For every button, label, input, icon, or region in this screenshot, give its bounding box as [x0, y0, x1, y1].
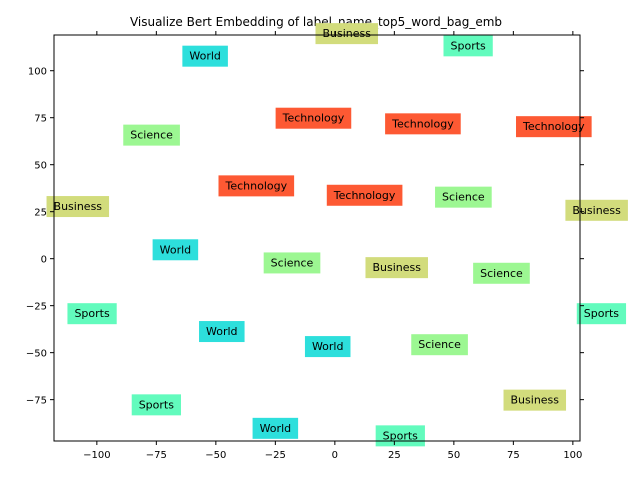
- point-label: Business: [54, 200, 103, 213]
- x-tick-label: 50: [447, 450, 460, 461]
- point-box: [365, 257, 428, 279]
- y-tick-label: −75: [26, 396, 47, 407]
- point-label: Sports: [139, 398, 175, 411]
- x-tick-label: 100: [563, 450, 582, 461]
- point-box: [435, 186, 492, 208]
- point-label: Science: [418, 338, 461, 351]
- point-label: World: [260, 422, 292, 435]
- point-box: [473, 262, 530, 284]
- point-label: Science: [442, 191, 485, 204]
- y-tick-label: −50: [26, 349, 47, 360]
- point-business-12: Business: [565, 199, 628, 221]
- point-box: [199, 321, 245, 343]
- point-label: Sports: [451, 39, 487, 52]
- x-axis-ticks: −100 −75 −50 −25 0 25 50 75 100: [83, 31, 582, 461]
- y-tick-label: 100: [28, 67, 47, 78]
- point-world-2: World: [199, 321, 245, 343]
- point-sports-7: Sports: [131, 394, 181, 416]
- point-sports-9: Sports: [375, 425, 425, 447]
- point-label: World: [189, 50, 221, 63]
- x-tick-label: −100: [83, 450, 110, 461]
- point-sports-5: Sports: [443, 35, 493, 57]
- point-business-10: Business: [315, 23, 379, 45]
- y-tick-label: 50: [34, 161, 47, 172]
- point-box: [565, 199, 628, 221]
- point-box: [304, 336, 351, 358]
- point-sports-8: Sports: [576, 303, 627, 325]
- point-world-4: World: [252, 417, 299, 439]
- point-box: [263, 252, 321, 274]
- point-box: [46, 196, 110, 218]
- point-world-1: World: [152, 239, 199, 261]
- point-box: [218, 175, 295, 197]
- point-science-19: Science: [411, 334, 468, 356]
- point-box: [516, 116, 592, 138]
- y-tick-label: 25: [34, 208, 47, 219]
- point-label: Science: [130, 129, 173, 142]
- y-axis-ticks: −75 −50 −25 0 25 50 75 100: [26, 67, 584, 407]
- point-label: World: [160, 243, 192, 256]
- point-box: [326, 184, 403, 206]
- point-label: Sports: [383, 429, 419, 442]
- point-sports-6: Sports: [67, 303, 117, 325]
- point-technology-20: Technology: [275, 107, 352, 129]
- point-science-16: Science: [435, 186, 492, 208]
- point-label: Technology: [224, 179, 287, 192]
- point-label: Business: [572, 204, 621, 217]
- x-tick-label: 75: [507, 450, 520, 461]
- point-box: [385, 113, 461, 135]
- point-label: Technology: [522, 120, 585, 133]
- point-label: Technology: [391, 117, 454, 130]
- y-tick-label: 0: [41, 255, 47, 266]
- y-tick-label: −25: [26, 302, 47, 313]
- point-label: Business: [322, 27, 371, 40]
- point-business-11: Business: [46, 196, 110, 218]
- point-box: [131, 394, 181, 416]
- point-box: [123, 124, 180, 146]
- point-technology-23: Technology: [326, 184, 403, 206]
- x-tick-label: 25: [388, 450, 401, 461]
- point-box: [576, 303, 627, 325]
- point-label: Science: [480, 267, 523, 280]
- point-box: [252, 417, 299, 439]
- x-tick-label: −75: [146, 450, 167, 461]
- point-box: [503, 389, 567, 411]
- point-business-13: Business: [365, 257, 428, 279]
- point-technology-22: Technology: [218, 175, 295, 197]
- point-business-14: Business: [503, 389, 567, 411]
- point-science-15: Science: [123, 124, 180, 146]
- point-world-0: World: [182, 45, 228, 67]
- point-label: Science: [271, 256, 314, 269]
- point-label: Sports: [74, 307, 110, 320]
- point-box: [152, 239, 199, 261]
- chart-title: Visualize Bert Embedding of label_name_t…: [130, 15, 502, 29]
- point-label: Sports: [584, 307, 620, 320]
- x-tick-label: 0: [332, 450, 338, 461]
- point-world-3: World: [304, 336, 351, 358]
- point-label: Business: [372, 261, 421, 274]
- point-label: Technology: [282, 112, 345, 125]
- point-label: Technology: [333, 189, 396, 202]
- point-science-18: Science: [473, 262, 530, 284]
- x-tick-label: −25: [265, 450, 286, 461]
- point-box: [443, 35, 493, 57]
- point-technology-24: Technology: [516, 116, 592, 138]
- point-box: [67, 303, 117, 325]
- y-tick-label: 75: [34, 114, 47, 125]
- point-label: World: [312, 340, 344, 353]
- point-box: [182, 45, 228, 67]
- point-label: Business: [511, 394, 560, 407]
- axes-frame: [53, 34, 581, 442]
- point-label: World: [206, 325, 238, 338]
- point-box: [275, 107, 352, 129]
- point-technology-21: Technology: [385, 113, 461, 135]
- point-box: [315, 23, 379, 45]
- x-tick-label: −50: [205, 450, 226, 461]
- point-science-17: Science: [263, 252, 321, 274]
- points-layer: World World World World World Sports Sports Spo…: [46, 23, 628, 447]
- point-box: [411, 334, 468, 356]
